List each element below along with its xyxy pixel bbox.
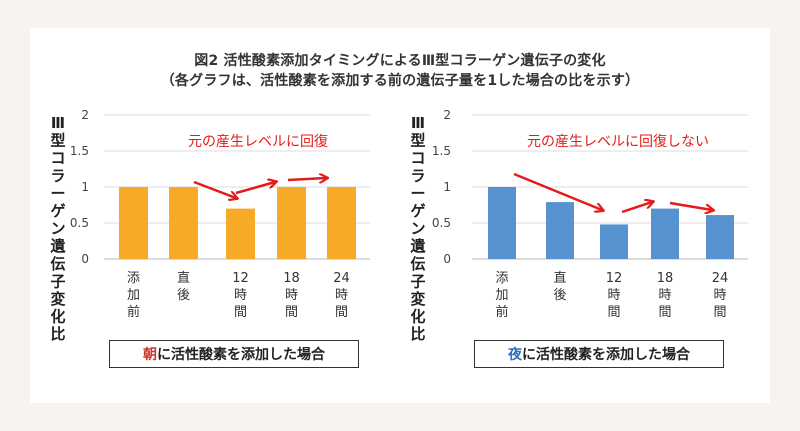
y-tick-label: 0 <box>443 252 451 266</box>
x-tick-label: 直後 <box>177 271 190 303</box>
trend-arrow <box>513 172 602 210</box>
trend-arrow <box>287 178 326 180</box>
y-tick-label: 0.5 <box>432 216 451 230</box>
bar <box>169 187 198 259</box>
y-tick-label: 2 <box>81 108 89 122</box>
bar <box>600 224 628 259</box>
y-tick-label: 0 <box>81 252 89 266</box>
x-tick-label: 12 時間 <box>232 271 249 320</box>
bar <box>651 208 679 259</box>
x-tick-label: 24 時間 <box>333 271 350 320</box>
trend-arrow <box>193 180 236 198</box>
y-tick-label: 1.5 <box>432 144 451 158</box>
y-tick-label: 1 <box>81 180 89 194</box>
trend-arrow <box>621 202 652 214</box>
y-tick-label: 2 <box>443 108 451 122</box>
x-tick-label: 18 時間 <box>283 271 300 320</box>
caption-morning-text: に活性酸素を添加した場合 <box>157 347 325 363</box>
bar <box>488 187 516 259</box>
bar <box>327 187 356 259</box>
y-tick-label: 1 <box>443 180 451 194</box>
figure-title: 図2 活性酸素添加タイミングによるⅢ型コラーゲン遺伝子の変化 <box>194 53 606 69</box>
caption-night-prefix: 夜 <box>508 347 522 363</box>
bar <box>119 187 148 259</box>
x-tick-label: 直後 <box>553 271 566 303</box>
bar <box>706 215 734 259</box>
trend-arrow <box>669 201 712 210</box>
y-axis-label: Ⅲ 型コラーゲン遺伝子変化比 <box>409 114 426 343</box>
x-tick-label: 12 時間 <box>606 271 623 320</box>
x-tick-label: 24 時間 <box>712 271 729 320</box>
bar <box>277 187 306 259</box>
figure-subtitle: （各グラフは、活性酸素を添加する前の遺伝子量を1した場合の比を示す） <box>160 73 640 89</box>
x-tick-label: 添加前 <box>495 271 508 320</box>
annotation-text: 元の産生レベルに回復 <box>188 133 328 150</box>
y-tick-label: 1.5 <box>70 144 89 158</box>
bar <box>546 202 574 259</box>
trend-arrow <box>235 182 275 195</box>
y-tick-label: 0.5 <box>70 216 89 230</box>
caption-morning: 朝に活性酸素を添加した場合 <box>109 340 359 368</box>
y-axis-label: Ⅲ 型コラーゲン遺伝子変化比 <box>49 114 66 343</box>
bar <box>226 208 255 259</box>
annotation-text: 元の産生レベルに回復しない <box>527 133 709 150</box>
x-tick-label: 18 時間 <box>657 271 674 320</box>
caption-night: 夜に活性酸素を添加した場合 <box>474 340 724 368</box>
caption-night-text: に活性酸素を添加した場合 <box>522 347 690 363</box>
caption-morning-prefix: 朝 <box>143 347 157 363</box>
x-tick-label: 添加前 <box>127 271 140 320</box>
